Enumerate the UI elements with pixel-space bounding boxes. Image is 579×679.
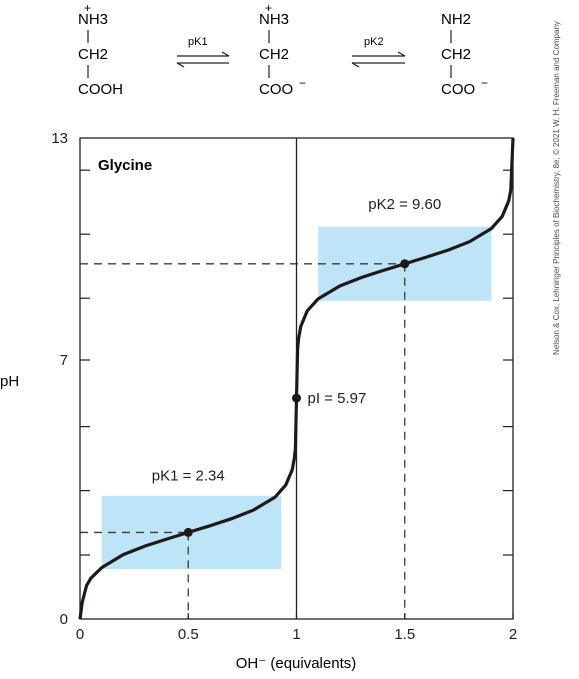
key-points: pK1 = 2.34 pI = 5.97 pK2 = 9.60 xyxy=(152,196,441,537)
x-tick-label: 1.5 xyxy=(394,626,415,643)
species-3-methylene: CH2 xyxy=(441,46,471,63)
species-2-carboxylate-charge: − xyxy=(299,76,306,90)
species-1-methylene: CH2 xyxy=(78,46,108,63)
species-3-carboxylate: COO xyxy=(441,81,475,98)
species-cation: + NH3 CH2 COOH xyxy=(78,1,123,98)
y-tick-label: 13 xyxy=(51,130,68,147)
y-tick-label: 7 xyxy=(60,352,68,369)
x-tick-label: 0 xyxy=(76,626,84,643)
arrow-label-pk1: pK1 xyxy=(188,36,208,48)
equilibrium-arrow-2: pK2 xyxy=(351,36,406,68)
species-zwitterion: + NH3 CH2 COO − xyxy=(259,1,306,98)
x-axis-label: OH⁻ (equivalents) xyxy=(236,655,356,672)
axis-ticks: 0 0.5 1 1.5 2 0 7 13 xyxy=(51,130,517,643)
species-3-amine: NH2 xyxy=(441,11,471,28)
x-tick-label: 2 xyxy=(509,626,517,643)
species-1-carboxyl: COOH xyxy=(78,81,123,98)
key-point-label: pK1 = 2.34 xyxy=(152,467,225,484)
y-axis-label: pH xyxy=(0,373,19,390)
key-point-marker xyxy=(400,259,410,269)
x-tick-label: 1 xyxy=(292,626,300,643)
key-point-label: pK2 = 9.60 xyxy=(368,196,441,213)
species-2-amine-charge: + xyxy=(265,1,272,15)
key-point-label: pI = 5.97 xyxy=(308,390,367,407)
chart-title: Glycine xyxy=(98,157,152,174)
equilibrium-arrow-1: pK1 xyxy=(176,36,230,68)
species-2-amine: NH3 xyxy=(259,11,289,28)
arrow-label-pk2: pK2 xyxy=(364,36,384,48)
equilibrium-scheme: + NH3 CH2 COOH pK1 + NH3 CH2 COO − pK2 xyxy=(0,0,579,120)
species-2-methylene: CH2 xyxy=(259,46,289,63)
scheme-svg: + NH3 CH2 COOH pK1 + NH3 CH2 COO − pK2 xyxy=(78,1,488,98)
species-1-amine: NH3 xyxy=(78,11,108,28)
species-2-carboxylate: COO xyxy=(259,81,293,98)
species-3-carboxylate-charge: − xyxy=(481,76,488,90)
reference-dashed-lines xyxy=(80,263,406,619)
species-1-amine-charge: + xyxy=(84,1,91,15)
y-tick-label: 0 xyxy=(60,611,68,628)
x-tick-label: 0.5 xyxy=(178,626,199,643)
key-point-marker xyxy=(292,393,301,403)
key-point-marker xyxy=(183,527,193,537)
copyright-credit: Nelson & Cox, Lehninger Principles of Bi… xyxy=(552,21,561,355)
species-anion: NH2 CH2 COO − xyxy=(441,11,488,98)
